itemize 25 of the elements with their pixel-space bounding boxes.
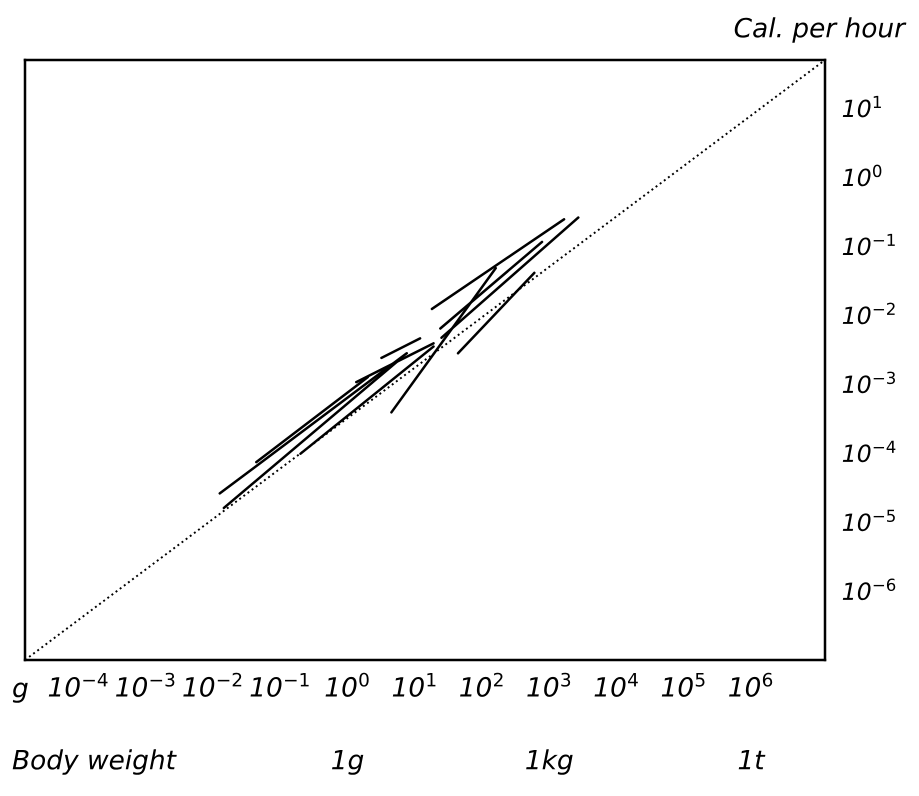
x-tick-label: 10$^{−4}$ [48,672,108,697]
y-tick-label: 10$^{−6}$ [842,578,896,600]
text: g [12,682,28,703]
text: 1t [738,750,766,770]
text: 1kg [526,749,573,775]
y-tick-label: 10$^{−3}$ [842,372,895,394]
x-tick-label: 10$^{−2}$ [183,672,242,697]
x-axis-title: Body weight [12,749,177,775]
x-tick-label: 10$^{3}$ [527,672,570,697]
x-tick-label: 10$^{0}$ [326,672,369,697]
x-tick-label: 10$^{2}$ [460,672,503,697]
y-tick-label: 10$^{0}$ [842,164,882,186]
x-tick-label: 10$^{1}$ [392,672,436,697]
x-tick-label: 10$^{−3}$ [116,672,174,697]
x-tick-label: 10$^{6}$ [729,672,772,697]
y-axis-title: Cal. per hour [734,17,906,43]
x-tick-label: 10$^{5}$ [662,672,705,697]
y-tick-label: 10$^{−5}$ [842,510,895,532]
x-tick-label: 10$^{−1}$ [250,672,309,697]
x-tick-label: 10$^{4}$ [594,672,638,697]
y-tick-label: 10$^{−4}$ [842,440,896,462]
text: 1g [332,750,364,775]
y-tick-label: 10$^{1}$ [842,96,881,118]
y-tick-label: 10$^{−1}$ [842,234,895,256]
y-tick-label: 10$^{−2}$ [842,302,895,324]
